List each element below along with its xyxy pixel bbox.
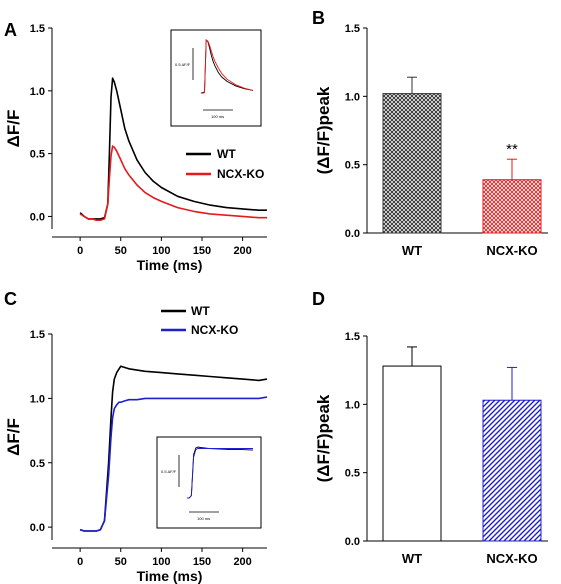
p1-bar-0: [382, 93, 442, 234]
p0-x-tick-label: 0: [77, 245, 83, 257]
p1-y-tick-label: 0.0: [345, 228, 360, 240]
p0-series-line-1: [79, 145, 267, 221]
legend-label-ncx-c: NCX-KO: [191, 323, 238, 337]
p3-bar-1: [482, 399, 542, 542]
p3-y-tick-label: 0.0: [345, 536, 360, 548]
p3-bar-0: [382, 365, 442, 542]
p0-y-tick-label: 0.0: [30, 211, 45, 223]
panel-label-c: C: [4, 289, 17, 309]
p0-inset-scale-y-label: 0.5 ΔF/F: [175, 62, 191, 67]
panel-label-d: D: [312, 289, 325, 309]
p0-x-tick-label: 50: [115, 245, 127, 257]
p3-category-label-1: NCX-KO: [486, 551, 537, 566]
panel-label-a: A: [4, 20, 17, 40]
p2-inset-frame: [156, 436, 262, 529]
p1-category-label-1: NCX-KO: [486, 243, 537, 258]
p3-y-tick-label: 1.0: [345, 399, 360, 411]
p2-x-tick-label: 50: [115, 556, 127, 568]
p0-x-axis-label: Time (ms): [137, 257, 203, 273]
p0-y-tick-label: 0.5: [30, 149, 45, 161]
p2-x-tick-label: 100: [152, 556, 170, 568]
p1-y-axis-label: (ΔF/F)peak: [314, 86, 333, 174]
p2-y-axis-label: ΔF/F: [4, 418, 23, 456]
legend-label-wt-a: WT: [217, 147, 236, 161]
p2-inset-scale-y-label: 0.5 ΔF/F: [161, 469, 177, 474]
legend-label-ncx-a: NCX-KO: [217, 167, 264, 181]
p2-inset-scale-x-label: 100 ms: [197, 516, 210, 521]
p2-inset-trace-1: [187, 448, 253, 499]
p2-x-tick-label: 0: [77, 556, 83, 568]
p0-x-tick-label: 150: [193, 245, 211, 257]
panel-label-b: B: [312, 8, 325, 28]
p2-y-tick-label: 0.5: [30, 458, 45, 470]
p2-y-tick-label: 1.5: [30, 329, 45, 341]
p2-y-tick-label: 1.0: [30, 393, 45, 405]
p0-y-tick-label: 1.5: [30, 23, 45, 35]
p2-x-tick-label: 150: [193, 556, 211, 568]
p0-inset-frame: [170, 29, 262, 127]
p2-y-tick-label: 0.0: [30, 522, 45, 534]
p0-y-axis-label: ΔF/F: [4, 110, 23, 148]
p1-y-tick-label: 1.5: [345, 23, 360, 35]
p2-x-tick-label: 200: [233, 556, 251, 568]
p0-x-tick-label: 100: [152, 245, 170, 257]
p1-y-tick-label: 0.5: [345, 160, 360, 172]
p1-bar-1: [482, 179, 542, 234]
p0-inset-scale-x-label: 100 ms: [211, 114, 224, 119]
legend-label-wt-c: WT: [191, 304, 210, 318]
p3-category-label-0: WT: [402, 551, 422, 566]
p0-y-tick-label: 1.0: [30, 86, 45, 98]
p1-category-label-0: WT: [402, 243, 422, 258]
p1-y-tick-label: 1.0: [345, 91, 360, 103]
p2-series-line-1: [79, 396, 268, 532]
p3-y-tick-label: 0.5: [345, 468, 360, 480]
p0-x-tick-label: 200: [233, 245, 251, 257]
p3-y-tick-label: 1.5: [345, 331, 360, 343]
p2-x-axis-label: Time (ms): [137, 568, 203, 584]
p0-inset-trace-1: [201, 39, 254, 94]
p3-y-axis-label: (ΔF/F)peak: [314, 394, 333, 482]
p1-significance-label: **: [506, 141, 518, 158]
p0-series-line-0: [79, 77, 267, 220]
